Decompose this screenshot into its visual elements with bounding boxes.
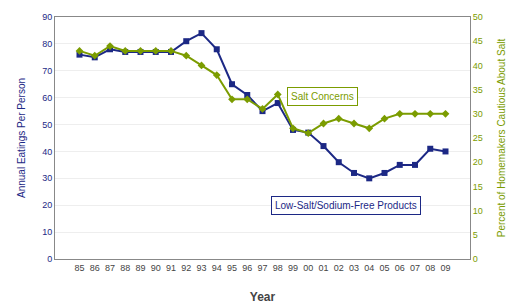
svg-text:99: 99 <box>288 263 298 273</box>
svg-text:03: 03 <box>349 263 359 273</box>
svg-text:20: 20 <box>42 200 52 210</box>
svg-text:25: 25 <box>473 133 483 143</box>
svg-text:60: 60 <box>42 93 52 103</box>
svg-text:97: 97 <box>257 263 267 273</box>
svg-text:Year: Year <box>250 290 276 304</box>
svg-text:02: 02 <box>334 263 344 273</box>
svg-text:Annual Eatings Per Person: Annual Eatings Per Person <box>16 78 27 198</box>
svg-text:70: 70 <box>42 66 52 76</box>
svg-text:88: 88 <box>120 263 130 273</box>
svg-text:95: 95 <box>227 263 237 273</box>
svg-text:01: 01 <box>318 263 328 273</box>
svg-text:04: 04 <box>364 263 374 273</box>
svg-text:85: 85 <box>74 263 84 273</box>
svg-text:15: 15 <box>473 182 483 192</box>
svg-text:50: 50 <box>473 12 483 22</box>
svg-text:20: 20 <box>473 157 483 167</box>
svg-text:90: 90 <box>42 12 52 22</box>
svg-text:35: 35 <box>473 85 483 95</box>
svg-text:87: 87 <box>105 263 115 273</box>
svg-text:Percent of Homemakers Cautious: Percent of Homemakers Cautious About Sal… <box>496 39 507 238</box>
svg-text:0: 0 <box>47 254 52 264</box>
svg-text:98: 98 <box>273 263 283 273</box>
svg-text:91: 91 <box>166 263 176 273</box>
svg-text:89: 89 <box>135 263 145 273</box>
svg-text:10: 10 <box>42 227 52 237</box>
svg-text:Salt Concerns: Salt Concerns <box>291 91 354 102</box>
svg-text:50: 50 <box>42 120 52 130</box>
svg-text:30: 30 <box>473 109 483 119</box>
svg-text:45: 45 <box>473 36 483 46</box>
svg-text:96: 96 <box>242 263 252 273</box>
svg-text:86: 86 <box>90 263 100 273</box>
svg-text:08: 08 <box>425 263 435 273</box>
svg-text:40: 40 <box>473 61 483 71</box>
svg-text:06: 06 <box>395 263 405 273</box>
svg-text:94: 94 <box>212 263 222 273</box>
svg-text:05: 05 <box>379 263 389 273</box>
svg-text:10: 10 <box>473 206 483 216</box>
svg-text:92: 92 <box>181 263 191 273</box>
svg-text:93: 93 <box>196 263 206 273</box>
svg-text:07: 07 <box>410 263 420 273</box>
svg-text:09: 09 <box>440 263 450 273</box>
svg-text:80: 80 <box>42 39 52 49</box>
svg-text:40: 40 <box>42 147 52 157</box>
svg-text:00: 00 <box>303 263 313 273</box>
svg-text:30: 30 <box>42 173 52 183</box>
svg-text:Low-Salt/Sodium-Free Products: Low-Salt/Sodium-Free Products <box>275 200 417 211</box>
svg-text:5: 5 <box>473 230 478 240</box>
svg-text:90: 90 <box>151 263 161 273</box>
svg-text:0: 0 <box>473 254 478 264</box>
